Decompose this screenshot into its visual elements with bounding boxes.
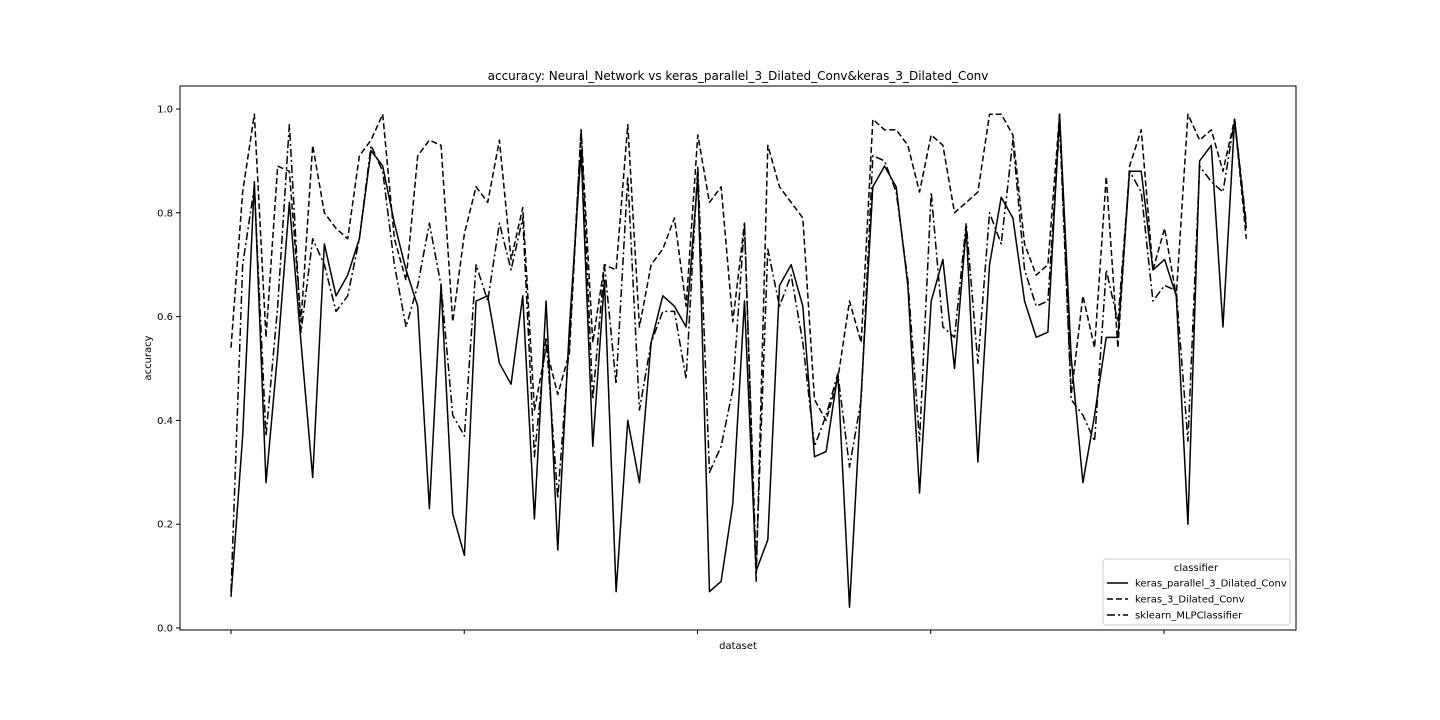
legend-title: classifier xyxy=(1174,563,1219,574)
legend-entry-label: keras_3_Dilated_Conv xyxy=(1135,595,1245,606)
x-axis-ticks xyxy=(230,630,1165,634)
y-tick-label: 1.0 xyxy=(157,105,173,116)
legend-entry-label: keras_parallel_3_Dilated_Conv xyxy=(1135,579,1287,590)
series-lines xyxy=(230,113,1248,608)
x-axis-label: dataset xyxy=(719,641,757,652)
series-line-keras_parallel_3_Dilated_Conv xyxy=(230,113,1248,608)
legend: classifier keras_parallel_3_Dilated_Conv… xyxy=(1102,558,1291,626)
y-tick-label: 0.8 xyxy=(157,208,173,219)
plot-frame xyxy=(179,85,1297,631)
y-axis-label: accuracy xyxy=(143,335,154,380)
y-tick-label: 0.4 xyxy=(157,416,173,427)
chart-title: accuracy: Neural_Network vs keras_parall… xyxy=(488,69,989,83)
y-axis-ticks: 0.0 0.2 0.4 0.6 0.8 1.0 xyxy=(157,105,180,635)
y-tick-label: 0.0 xyxy=(157,624,173,635)
y-tick-label: 0.2 xyxy=(157,520,173,531)
legend-entry-label: sklearn_MLPClassifier xyxy=(1135,611,1243,622)
legend-box xyxy=(1102,558,1291,626)
series-line-keras_3_Dilated_Conv xyxy=(230,113,1248,583)
series-line-sklearn_MLPClassifier xyxy=(230,118,1248,592)
y-tick-label: 0.6 xyxy=(157,312,173,323)
